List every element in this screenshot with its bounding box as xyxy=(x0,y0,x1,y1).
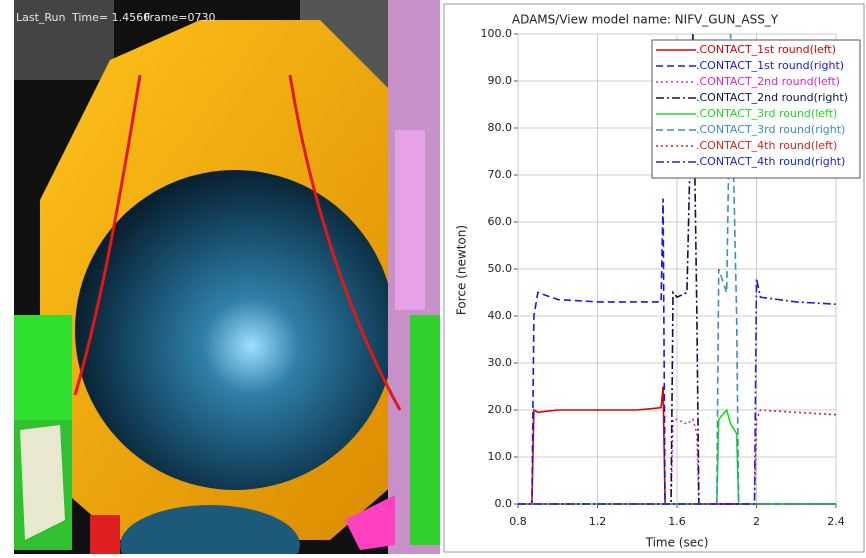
x-tick-label: 1.6 xyxy=(668,515,686,528)
y-tick-label: 10.0 xyxy=(488,450,513,463)
y-tick-label: 50.0 xyxy=(488,262,513,275)
run-label: Last_Run xyxy=(16,11,66,24)
legend-label: .CONTACT_3rd round(right) xyxy=(696,123,845,136)
series-line xyxy=(518,278,837,505)
y-axis-label: Force (newton) xyxy=(455,225,469,315)
x-axis-label: Time (sec) xyxy=(645,536,709,550)
legend-label: .CONTACT_4th round(left) xyxy=(696,139,837,152)
chart-title: ADAMS/View model name: NIFV_GUN_ASS_Y xyxy=(512,13,779,27)
x-tick-label: 2.4 xyxy=(827,515,845,528)
legend-label: .CONTACT_1st round(left) xyxy=(696,43,836,56)
legend-label: .CONTACT_3rd round(left) xyxy=(696,107,837,120)
x-tick-label: 0.8 xyxy=(509,515,527,528)
3d-viewport: Last_Run Time= 1.4560 Frame=0730 xyxy=(14,0,440,558)
y-tick-label: 80.0 xyxy=(488,121,513,134)
legend-box xyxy=(651,39,861,179)
x-tick-label: 2 xyxy=(753,515,760,528)
legend-label: .CONTACT_2nd round(left) xyxy=(696,75,840,88)
legend-label: .CONTACT_4th round(right) xyxy=(696,155,845,168)
y-tick-label: 20.0 xyxy=(488,403,513,416)
y-tick-label: 70.0 xyxy=(488,168,513,181)
legend-label: .CONTACT_1st round(right) xyxy=(696,59,844,72)
y-tick-label: 90.0 xyxy=(488,74,513,87)
y-tick-label: 30.0 xyxy=(488,356,513,369)
y-tick-label: 60.0 xyxy=(488,215,513,228)
series-line xyxy=(518,418,836,505)
y-tick-label: 40.0 xyxy=(488,309,513,322)
y-tick-label: 0.0 xyxy=(495,497,513,510)
time-label: Time= 1.4560 xyxy=(71,11,150,24)
x-tick-label: 1.2 xyxy=(589,515,607,528)
frame-label: Frame=0730 xyxy=(144,11,215,24)
y-tick-label: 100.0 xyxy=(481,27,513,40)
legend-label: .CONTACT_2nd round(right) xyxy=(696,91,848,104)
